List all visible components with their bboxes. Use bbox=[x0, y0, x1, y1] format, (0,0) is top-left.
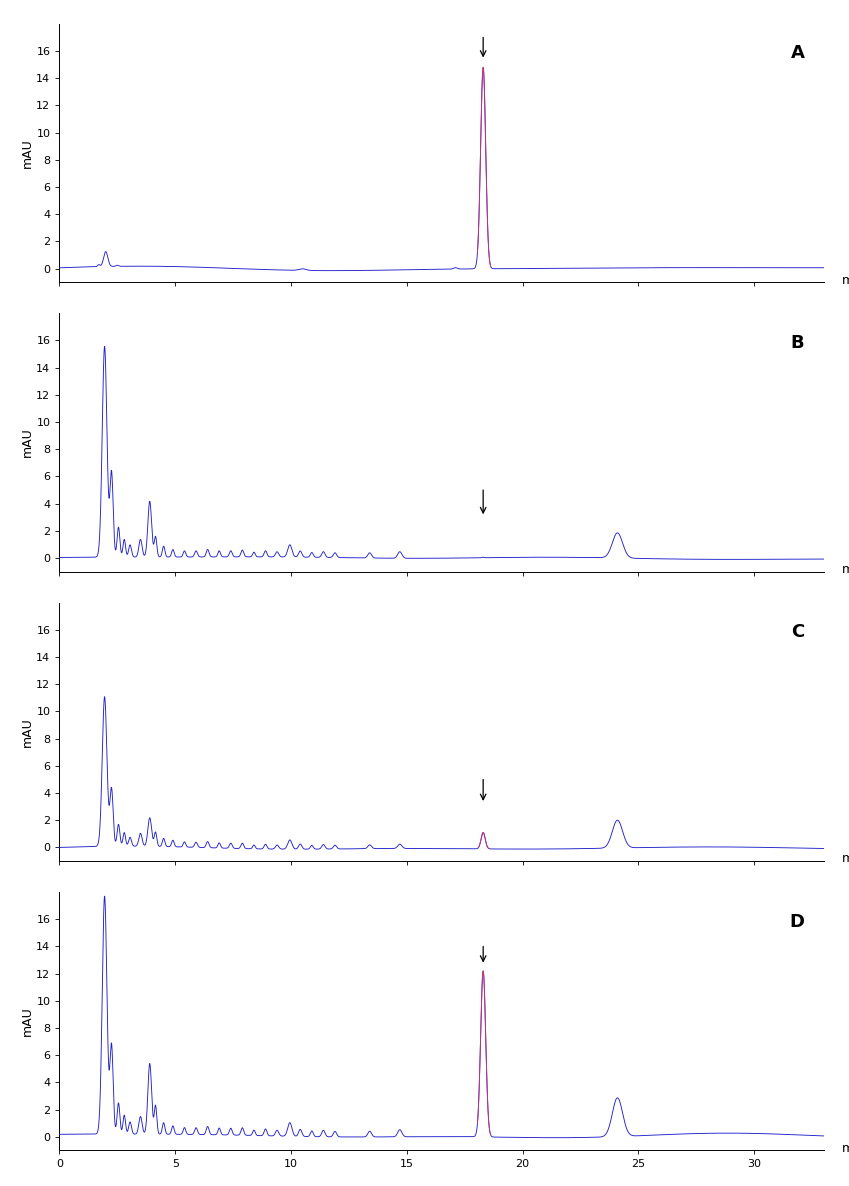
Text: D: D bbox=[790, 913, 804, 931]
Y-axis label: mAU: mAU bbox=[20, 716, 33, 747]
Y-axis label: mAU: mAU bbox=[20, 1007, 33, 1037]
Text: min: min bbox=[842, 563, 849, 576]
Y-axis label: mAU: mAU bbox=[20, 138, 33, 167]
Text: min: min bbox=[842, 1142, 849, 1155]
Text: A: A bbox=[790, 44, 804, 63]
Text: C: C bbox=[791, 624, 804, 642]
Y-axis label: mAU: mAU bbox=[20, 427, 33, 458]
Text: B: B bbox=[790, 333, 804, 352]
Text: min: min bbox=[842, 853, 849, 866]
Text: min: min bbox=[842, 274, 849, 287]
